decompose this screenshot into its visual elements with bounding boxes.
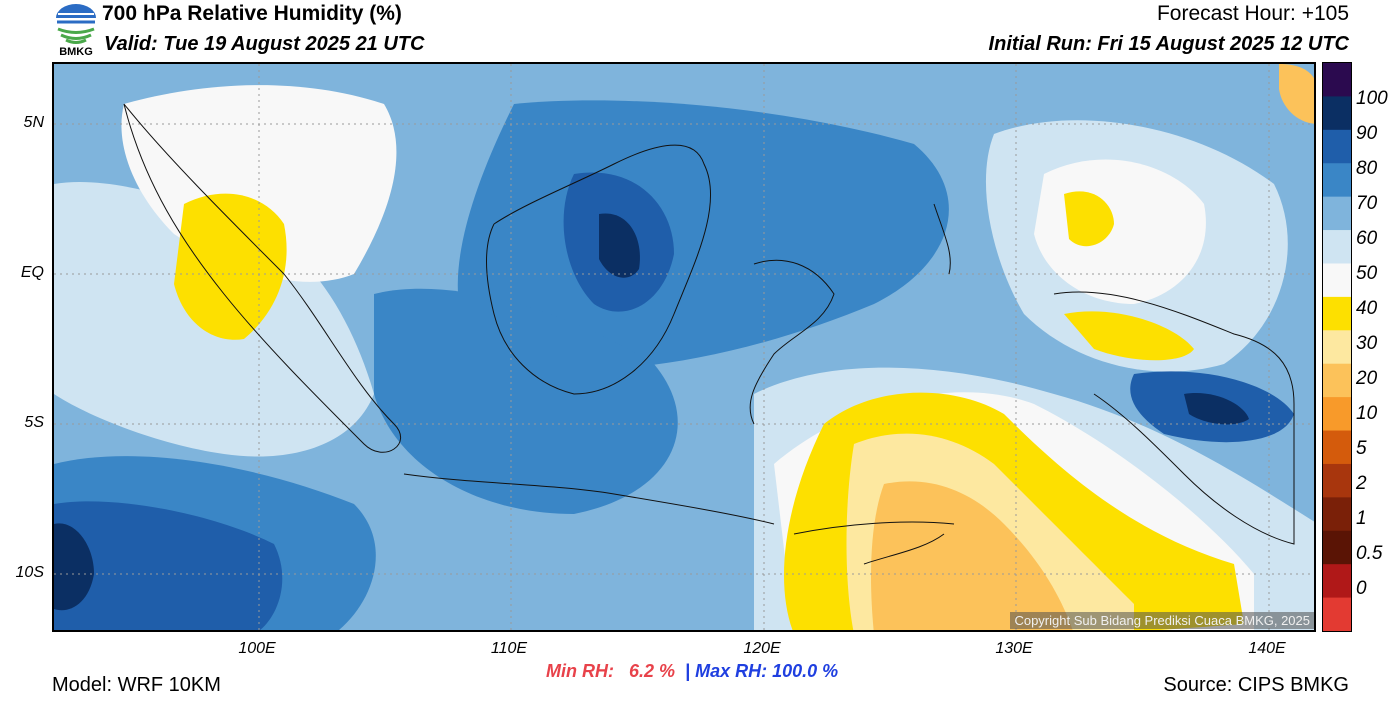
timor-coast	[863, 533, 945, 565]
rh-10-20-zone-timor	[871, 481, 1073, 630]
min-rh-label: Min RH:	[546, 661, 614, 681]
sumatra-coast	[123, 103, 401, 453]
lon-label-110e: 110E	[490, 640, 528, 657]
copyright-notice: Copyright Sub Bidang Prediksi Cuaca BMKG…	[1010, 612, 1314, 629]
logo-text: BMKG	[59, 46, 93, 58]
rh-30-40-zone-papua	[1064, 311, 1194, 361]
lat-label-10s: 10S	[15, 564, 44, 581]
cb-label-70: 70	[1356, 193, 1378, 214]
cb-label-60: 60	[1356, 228, 1378, 249]
colorbar-swatch	[1323, 330, 1351, 365]
cb-label-5: 5	[1356, 438, 1367, 459]
lat-label-eq: EQ	[20, 264, 44, 281]
colorbar-swatch	[1323, 530, 1351, 565]
cb-label-0: 0	[1356, 578, 1367, 599]
java-coast	[403, 473, 775, 525]
stats-separator: |	[685, 661, 691, 681]
colorbar-swatch	[1323, 230, 1351, 264]
graticule	[54, 64, 1314, 630]
forecast-hour: Forecast Hour: +105	[1156, 2, 1349, 25]
colorbar-swatch	[1323, 430, 1351, 465]
cb-label-1: 1	[1356, 508, 1367, 529]
max-rh: Max RH: 100.0 %	[695, 661, 839, 681]
map-panel	[52, 62, 1316, 632]
coastlines	[123, 103, 1295, 565]
rh-30-40-zone-pacific	[1064, 191, 1114, 247]
lat-label-5n: 5N	[23, 114, 44, 131]
min-rh-value: 6.2 %	[629, 661, 676, 681]
initial-run: Initial Run: Fri 15 August 2025 12 UTC	[988, 33, 1349, 55]
nusa-tenggara-coast	[793, 521, 955, 535]
colorbar-swatch	[1323, 597, 1351, 632]
colorbar-swatch	[1323, 63, 1351, 97]
cb-label-100: 100	[1356, 88, 1388, 109]
rh-90-100-zone-indian-ocean	[54, 523, 94, 611]
chart-title: 700 hPa Relative Humidity (%)	[102, 2, 402, 25]
colorbar-swatch	[1323, 397, 1351, 432]
rh-10-20-zone-northeast	[1279, 64, 1314, 124]
bmkg-logo	[52, 2, 100, 60]
rh-90-100-zone-papua	[1184, 393, 1249, 425]
rh-90-100-zone-borneo	[599, 213, 640, 278]
colorbar-swatch	[1323, 564, 1351, 599]
rh-80-90-zone-indian-ocean	[54, 501, 283, 630]
cb-label-90: 90	[1356, 123, 1378, 144]
lat-label-5s: 5S	[24, 414, 44, 431]
cb-label-0-5: 0.5	[1356, 543, 1383, 564]
colorbar-swatches	[1323, 63, 1351, 632]
colorbar-swatch	[1323, 163, 1351, 198]
cb-label-40: 40	[1356, 298, 1378, 319]
sulawesi-coast	[749, 259, 835, 425]
source-label: Source: CIPS BMKG	[1163, 674, 1349, 696]
colorbar-swatch	[1323, 363, 1351, 398]
colorbar-swatch	[1323, 263, 1351, 298]
cb-label-10: 10	[1356, 403, 1378, 424]
colorbar	[1322, 62, 1352, 632]
model-label: Model: WRF 10KM	[52, 674, 221, 696]
lon-label-100e: 100E	[238, 640, 276, 657]
lon-label-140e: 140E	[1248, 640, 1286, 657]
colorbar-swatch	[1323, 96, 1351, 131]
rh-stats: Min RH: 6.2 % | Max RH: 100.0 %	[546, 661, 838, 682]
colorbar-swatch	[1323, 129, 1351, 164]
cb-label-2: 2	[1356, 473, 1367, 494]
rh-70-80-zone-java-sea	[374, 288, 678, 514]
colorbar-swatch	[1323, 196, 1351, 231]
colorbar-swatch	[1323, 463, 1351, 498]
lon-label-120e: 120E	[743, 640, 781, 657]
borneo-coast	[486, 144, 712, 395]
rh-70-80-zone-borneo	[457, 100, 949, 371]
cb-label-20: 20	[1356, 368, 1378, 389]
humidity-field-map	[54, 64, 1314, 630]
colorbar-swatch	[1323, 497, 1351, 532]
maluku-coast	[933, 203, 951, 275]
cb-label-30: 30	[1356, 333, 1378, 354]
colorbar-swatch	[1323, 296, 1351, 331]
cb-label-80: 80	[1356, 158, 1378, 179]
papua-coast	[1053, 291, 1295, 545]
valid-time: Valid: Tue 19 August 2025 21 UTC	[104, 33, 425, 55]
lon-label-130e: 130E	[995, 640, 1033, 657]
rh-30-40-zone-sumatra	[174, 193, 287, 340]
cb-label-50: 50	[1356, 263, 1378, 284]
